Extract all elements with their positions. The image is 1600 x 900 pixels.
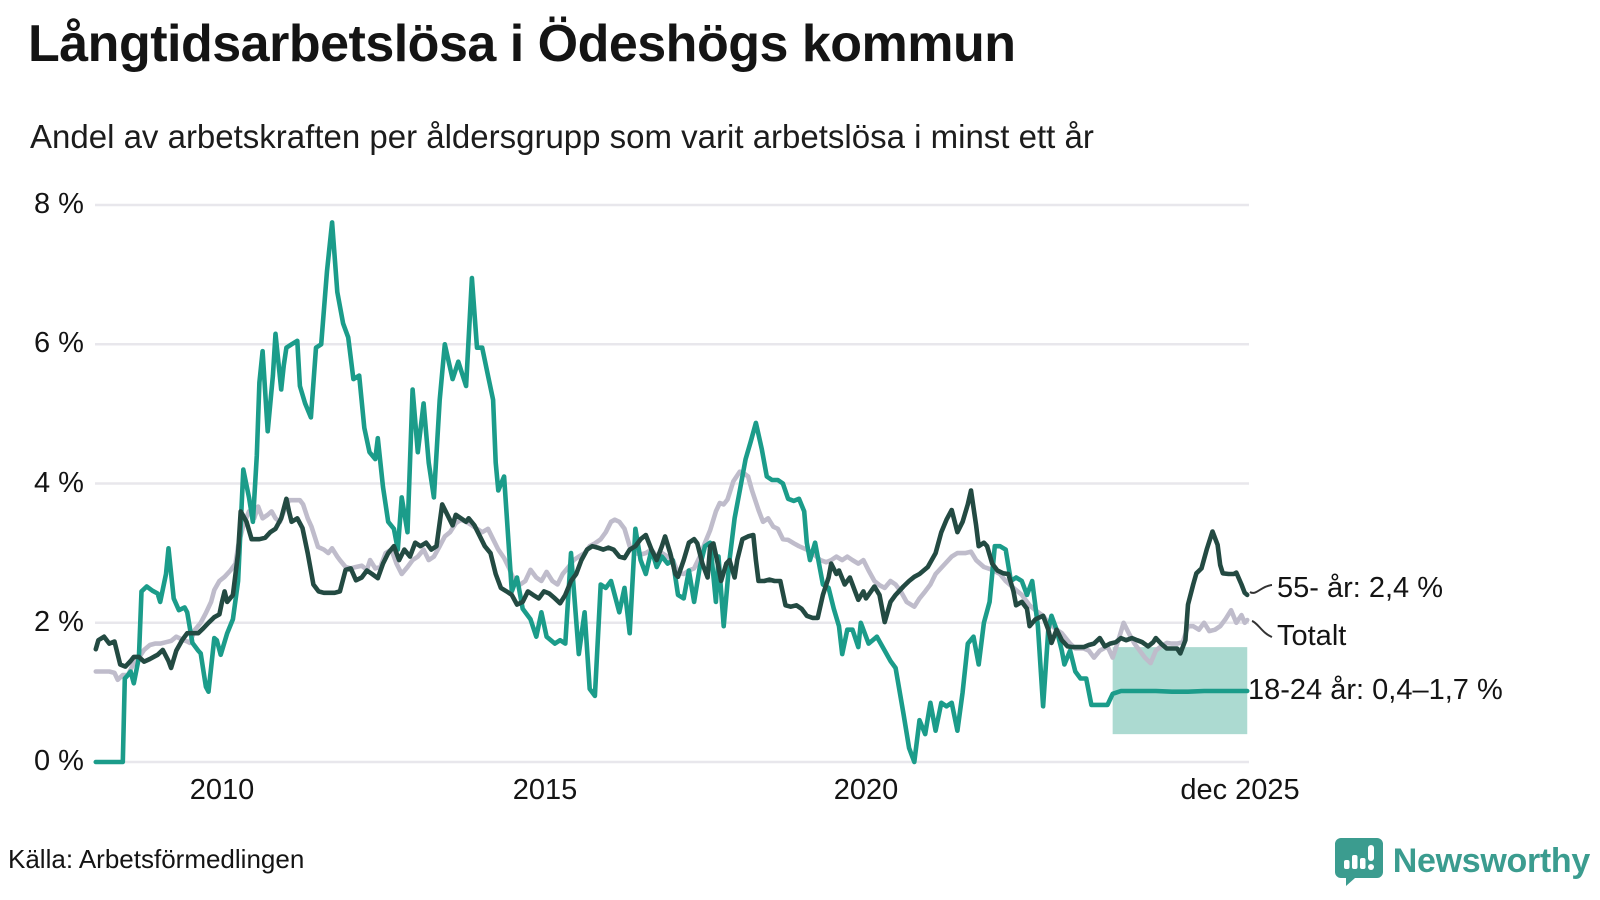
y-axis-tick-2: 2 % <box>34 606 84 638</box>
series-label-18-24: 18-24 år: 0,4–1,7 % <box>1248 674 1503 706</box>
y-axis-tick-4: 4 % <box>34 467 84 499</box>
x-axis-tick-2010: 2010 <box>189 774 255 806</box>
y-axis-tick-8: 8 % <box>34 188 84 220</box>
series-line-55-r <box>93 488 1250 671</box>
newsworthy-brand: Newsworthy <box>1334 836 1591 886</box>
series-line-18-24-r <box>93 220 1250 765</box>
newsworthy-logo-icon <box>1334 838 1383 886</box>
series-label-55: 55- år: 2,4 % <box>1277 572 1444 604</box>
y-axis-tick-0: 0 % <box>34 745 84 777</box>
newsworthy-logo-text: Newsworthy <box>1392 841 1591 880</box>
source-text: Källa: Arbetsförmedlingen <box>8 844 305 874</box>
x-axis-tick-dec-2025: dec 2025 <box>1180 774 1300 806</box>
series-label-totalt: Totalt <box>1277 620 1347 652</box>
leader-line-totalt <box>1251 620 1273 638</box>
x-axis-tick-2015: 2015 <box>512 774 578 806</box>
leader-line-55 <box>1249 584 1273 594</box>
y-axis-tick-6: 6 % <box>34 327 84 359</box>
x-axis-tick-2020: 2020 <box>833 774 899 806</box>
page-subtitle: Andel av arbetskraften per åldersgrupp s… <box>30 118 1094 155</box>
page-title: Långtidsarbetslösa i Ödeshögs kommun <box>28 15 1016 73</box>
